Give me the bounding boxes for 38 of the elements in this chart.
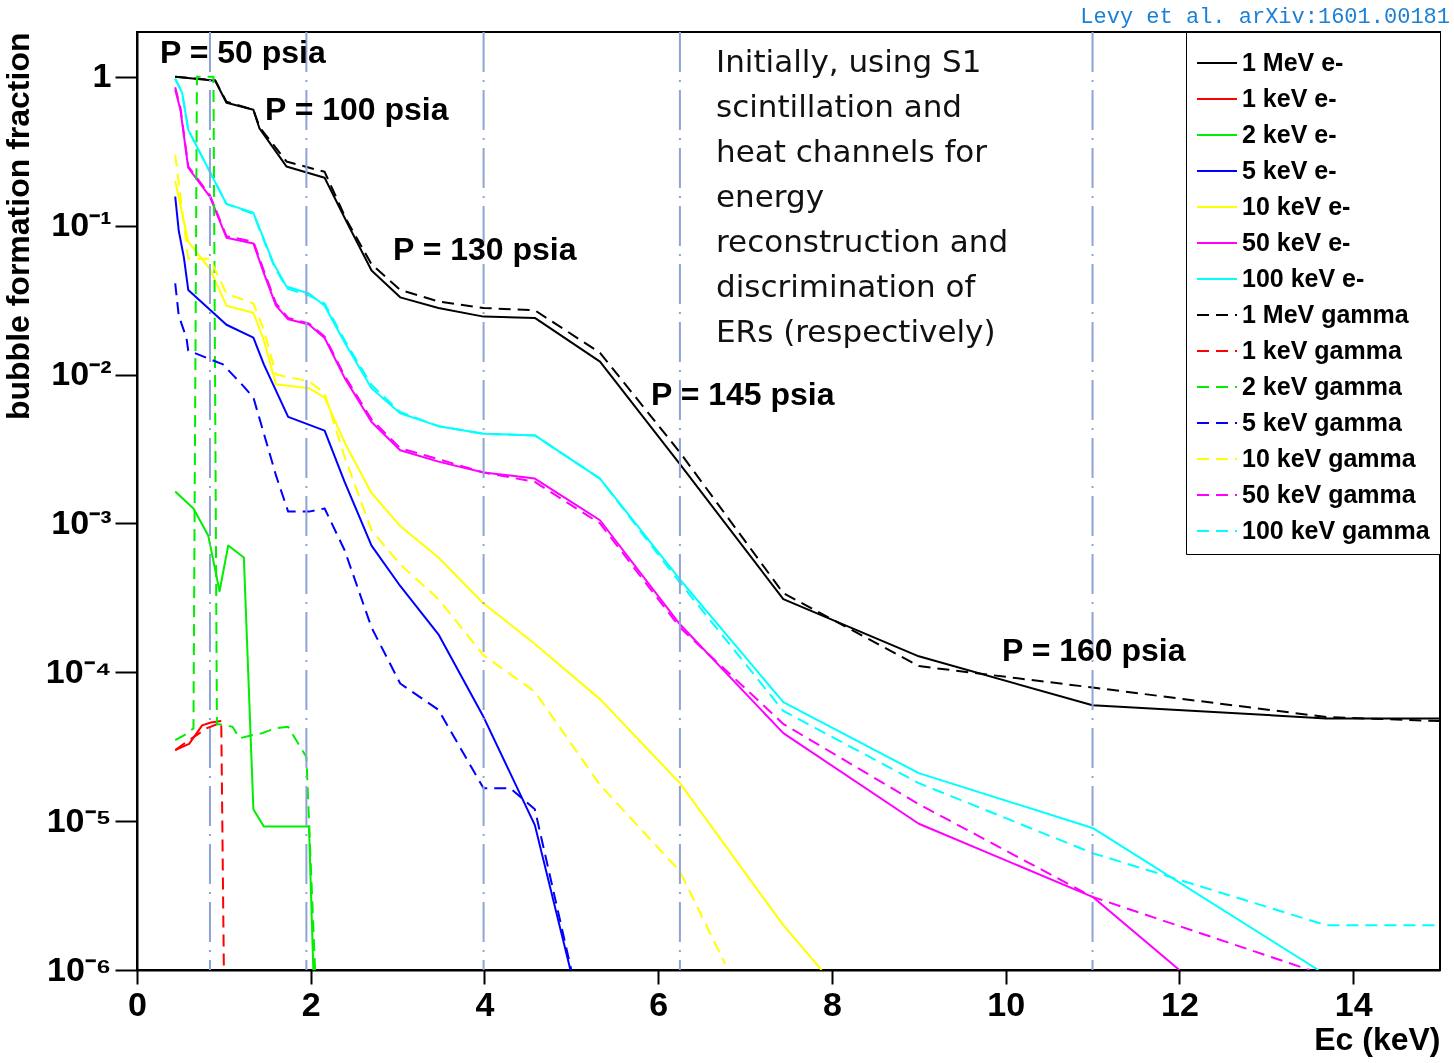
- y-tick-label: 10⁻¹: [51, 205, 112, 244]
- legend-label: 10 keV e-: [1242, 192, 1351, 220]
- annotation: P = 50 psia: [160, 34, 326, 70]
- legend-label: 10 keV gamma: [1242, 444, 1417, 472]
- y-tick-label: 10⁻⁴: [45, 651, 112, 690]
- annotation: P = 145 psia: [651, 376, 835, 412]
- annotation: P = 130 psia: [393, 231, 577, 267]
- x-tick-label: 4: [475, 984, 495, 1023]
- x-tick-label: 6: [649, 984, 669, 1023]
- text: Levy et al. arXiv:1601.00181: [1080, 5, 1450, 30]
- y-axis-title: bubble formation fraction: [0, 32, 36, 421]
- legend-label: 2 keV e-: [1242, 120, 1337, 148]
- x-tick-label: 12: [1160, 984, 1199, 1023]
- legend-label: 100 keV gamma: [1242, 516, 1431, 544]
- annotation: P = 100 psia: [265, 91, 449, 127]
- y-tick-label: 10⁻⁶: [47, 949, 112, 988]
- x-tick-label: 0: [128, 984, 147, 1023]
- legend-label: 5 keV gamma: [1242, 408, 1403, 436]
- legend-label: 100 keV e-: [1242, 264, 1365, 292]
- x-tick-label: 14: [1334, 984, 1373, 1023]
- legend-label: 5 keV e-: [1242, 156, 1337, 184]
- legend-label: 2 keV gamma: [1242, 372, 1403, 400]
- x-tick-label: 10: [987, 984, 1026, 1023]
- y-tick-label: 10⁻³: [51, 502, 112, 541]
- x-tick-label: 8: [822, 984, 842, 1023]
- legend-label: 1 MeV e-: [1242, 48, 1344, 76]
- legend-label: 50 keV e-: [1242, 228, 1351, 256]
- legend-label: 1 keV gamma: [1242, 336, 1403, 364]
- legend-label: 1 keV e-: [1242, 84, 1337, 112]
- y-tick-label: 10⁻⁵: [46, 800, 112, 839]
- legend-label: 1 MeV gamma: [1242, 300, 1410, 328]
- annotation: P = 160 psia: [1002, 632, 1186, 668]
- x-axis-title: Ec (keV): [1314, 1020, 1441, 1057]
- legend-label: 50 keV gamma: [1242, 480, 1417, 508]
- y-tick-label: 1: [92, 56, 112, 95]
- y-tick-label: 10⁻²: [51, 354, 112, 393]
- x-tick-label: 2: [301, 984, 321, 1023]
- annotation: Initially, using S1 scintillation and heat channels for energy reconstruction and discrimination of ERs (respectively): [716, 43, 1009, 349]
